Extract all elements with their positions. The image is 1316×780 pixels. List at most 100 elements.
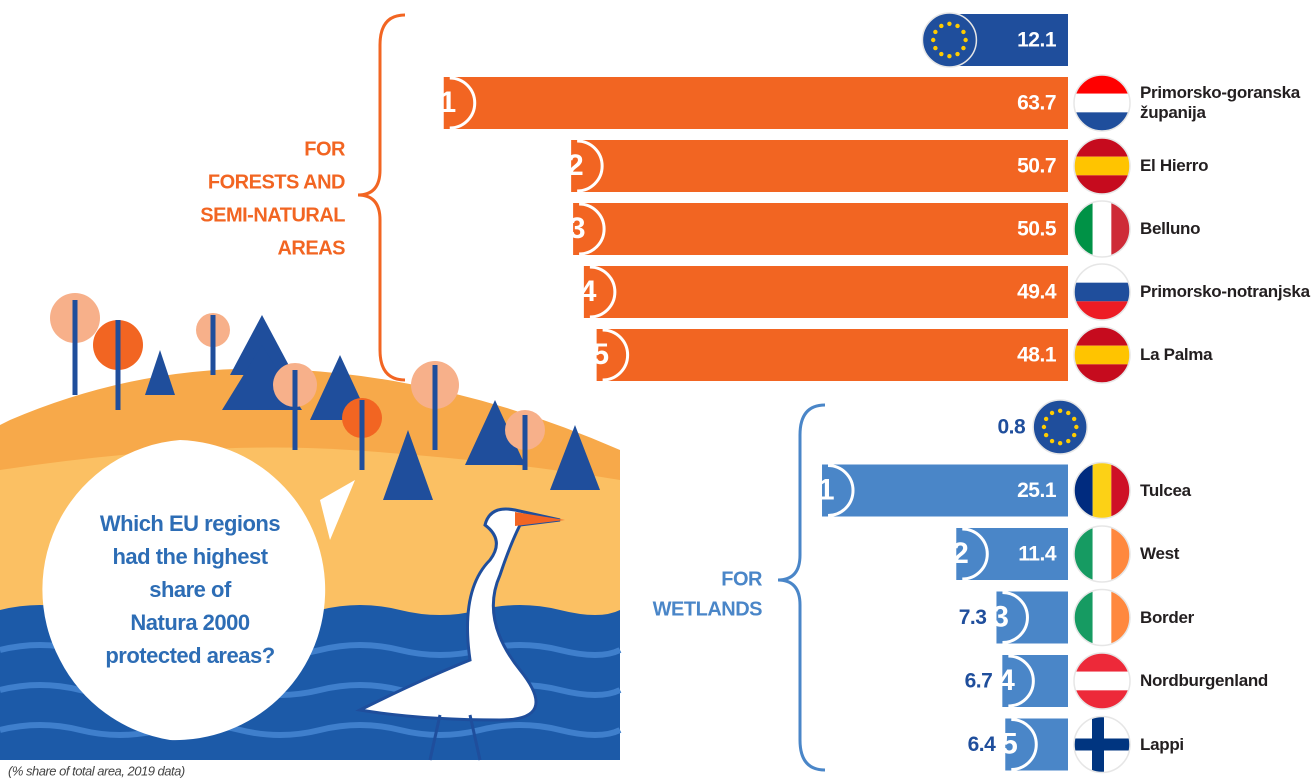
rank-arc: [589, 265, 617, 319]
flag-stripe: [1111, 526, 1130, 582]
bar: [956, 528, 1068, 580]
flag-stripe: [1074, 364, 1130, 383]
flag-stripe: [1074, 156, 1130, 176]
flag-stripe: [1111, 589, 1130, 646]
value-label: 6.4: [968, 733, 997, 756]
flag-star: [939, 23, 944, 29]
question-line: Natura 2000: [130, 610, 250, 635]
flag-border: [1073, 326, 1131, 384]
rank-arc: [577, 139, 604, 193]
group-label: WETLANDS: [653, 598, 762, 620]
flag-stripe: [1111, 462, 1130, 519]
flag-star: [1043, 432, 1049, 438]
question-line: had the highest: [112, 544, 268, 569]
flag-border: [1073, 263, 1131, 321]
rank-arc: [962, 527, 989, 581]
illustration: [0, 293, 622, 761]
region-name: Primorsko-goranska županija: [1140, 83, 1300, 122]
flag-star: [1043, 416, 1049, 422]
flag-border: [1073, 652, 1131, 710]
flag-stripe: [1074, 671, 1130, 691]
flag-stripe: [1074, 653, 1130, 672]
value-label: 48.1: [1017, 344, 1057, 367]
flag-star: [933, 29, 938, 35]
flag-star: [947, 21, 952, 26]
region-name: Lappi: [1140, 734, 1184, 754]
rank: 5: [592, 338, 608, 371]
flag-border: [921, 12, 978, 68]
bar: [583, 266, 1068, 318]
flag: [1074, 653, 1130, 709]
flag-stripe: [1074, 112, 1130, 131]
question-line: protected areas?: [105, 643, 274, 668]
region-name: Nordburgenland: [1140, 671, 1269, 690]
region-name: Belluno: [1140, 219, 1201, 238]
flag: [1074, 526, 1130, 582]
rank-arc: [449, 76, 477, 130]
flag-stripe: [1074, 75, 1130, 94]
rank-arc: [1008, 654, 1035, 708]
rank: 2: [952, 537, 968, 570]
flag-star: [931, 37, 936, 43]
flag-star: [961, 45, 966, 51]
bar: [822, 464, 1068, 517]
flag-star: [1041, 424, 1047, 430]
group-label: AREAS: [277, 237, 345, 259]
flag-star: [963, 37, 968, 43]
flag-star: [939, 51, 944, 57]
flag-stripe: [1074, 526, 1093, 582]
value-label: 7.3: [959, 606, 987, 629]
value-label: 50.7: [1017, 155, 1056, 178]
flag-border: [1073, 525, 1131, 583]
rank: 2: [567, 149, 583, 182]
rank: 4: [580, 275, 597, 308]
note: (% share of total area, 2019 data): [8, 763, 185, 778]
question-line: share of: [149, 577, 232, 602]
flag-stripe: [1092, 201, 1112, 257]
flag-star: [1049, 410, 1055, 416]
value-label: 12.1: [1017, 29, 1057, 52]
flag-stripe: [1092, 589, 1112, 646]
flag-stripe: [1074, 589, 1093, 646]
brace: [357, 13, 406, 382]
flag: [1074, 462, 1130, 519]
rank-arc: [579, 202, 606, 256]
brace: [777, 403, 826, 772]
flag-star: [933, 45, 938, 51]
bar: [443, 77, 1068, 129]
flag-star: [955, 23, 960, 29]
flag-star: [1071, 416, 1077, 422]
tree: [550, 425, 600, 490]
value-label: 25.1: [1017, 479, 1057, 502]
flag: [1074, 264, 1130, 320]
heron-beak: [515, 512, 565, 526]
value-label: 11.4: [1018, 543, 1057, 566]
flag-star: [1066, 410, 1071, 416]
flag-stripe: [1074, 93, 1130, 113]
region-name: West: [1140, 544, 1180, 563]
flag-star: [1057, 408, 1063, 413]
value-label: 63.7: [1017, 92, 1056, 115]
flag-stripe: [1074, 138, 1130, 157]
flag-star: [961, 29, 966, 35]
bar: [571, 140, 1068, 192]
flag-border: [1073, 200, 1131, 258]
rank-arc: [1002, 591, 1029, 644]
heron: [355, 507, 561, 722]
question-line: Which EU regions: [100, 511, 281, 536]
group-label: SEMI-NATURAL: [200, 204, 345, 226]
region-name: Primorsko-notranjska: [1140, 282, 1310, 301]
flag-border: [1073, 588, 1131, 647]
flag-stripe: [1074, 462, 1093, 519]
flag-border: [1073, 137, 1131, 195]
group-label: FOR: [304, 138, 346, 160]
bar: [996, 591, 1068, 644]
value-label: 50.5: [1017, 218, 1057, 241]
speech-bubble: [42, 440, 355, 741]
region-name: El Hierro: [1140, 156, 1209, 175]
flag-star: [1057, 441, 1063, 446]
flag-stripe: [1074, 345, 1130, 365]
round-trees: [50, 293, 545, 470]
flag-stripe: [1111, 201, 1130, 257]
flag-star: [1066, 438, 1071, 444]
